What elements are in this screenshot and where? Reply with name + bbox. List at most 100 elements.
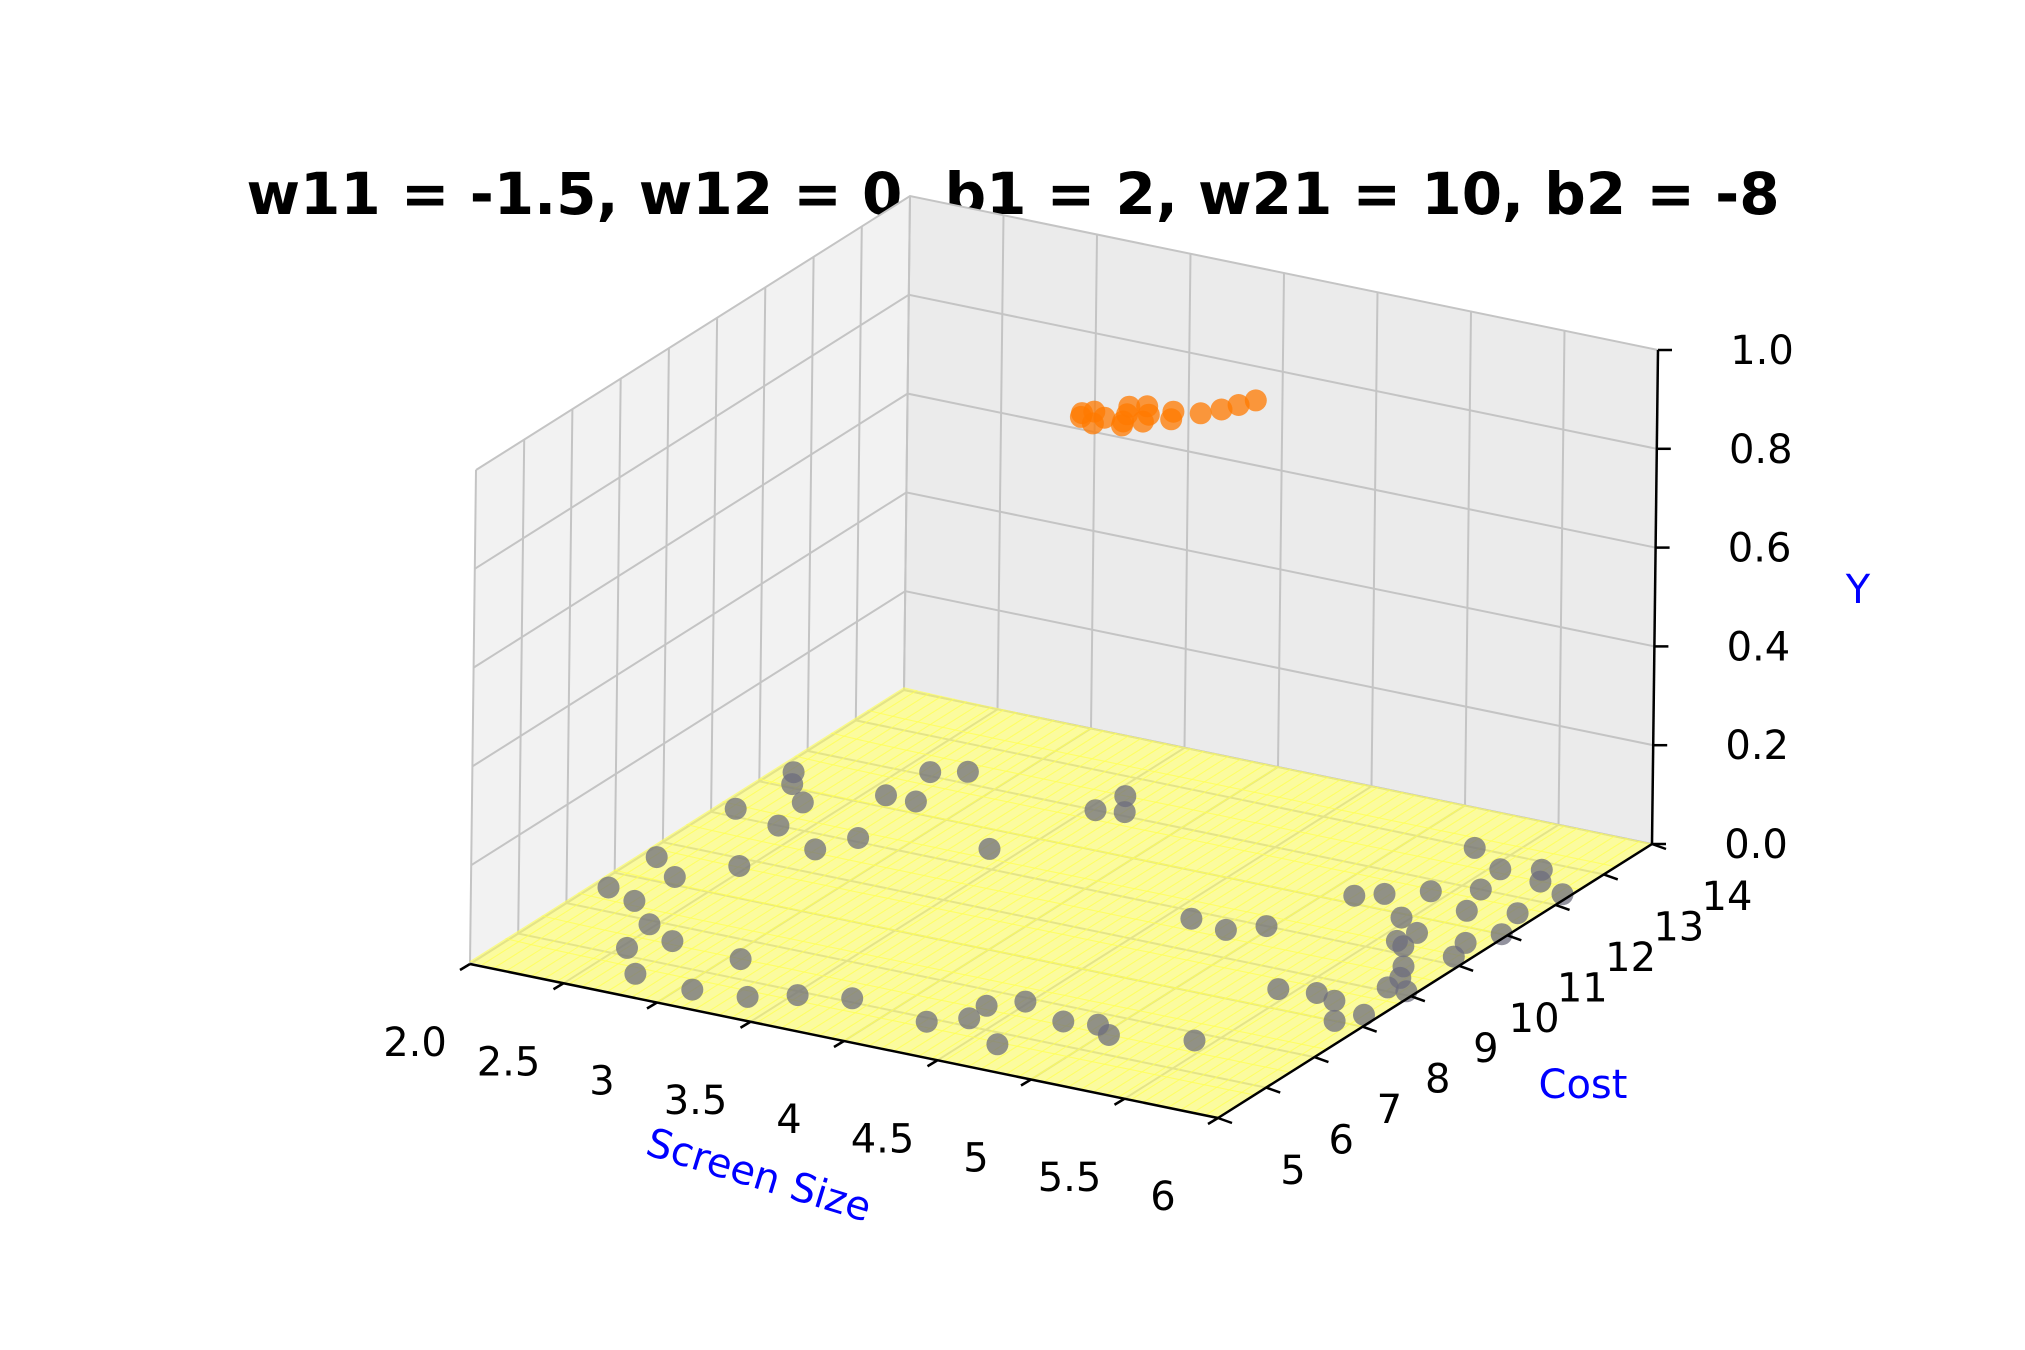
z-tick-label: 0.4 — [1727, 624, 1791, 670]
data-point-class-0 — [1214, 918, 1237, 941]
data-point-class-1 — [1210, 398, 1233, 421]
data-point-class-0 — [904, 790, 927, 813]
x-tick-mark — [739, 1020, 752, 1029]
data-point-class-0 — [1084, 799, 1107, 822]
data-point-class-0 — [1506, 902, 1529, 925]
data-point-class-0 — [791, 791, 814, 814]
data-point-class-0 — [1305, 982, 1328, 1004]
data-point-class-0 — [597, 876, 620, 899]
data-point-class-0 — [1255, 915, 1278, 938]
data-point-class-0 — [645, 846, 668, 869]
z-axis-line — [1650, 349, 1660, 845]
data-point-class-0 — [1551, 883, 1574, 906]
data-point-class-0 — [841, 987, 864, 1010]
x-tick-mark — [1207, 1116, 1219, 1126]
data-point-class-0 — [1180, 907, 1203, 930]
z-tick-label: 0.8 — [1729, 427, 1793, 473]
data-point-class-0 — [958, 1007, 981, 1030]
data-point-class-0 — [1014, 990, 1037, 1013]
y-tick-label: 14 — [1702, 874, 1753, 920]
y-tick-mark — [1506, 934, 1522, 942]
y-tick-label: 6 — [1328, 1118, 1353, 1164]
data-point-class-0 — [1406, 921, 1428, 944]
data-point-class-1 — [1162, 400, 1185, 423]
data-point-class-0 — [767, 814, 790, 837]
data-point-class-1 — [1189, 402, 1212, 425]
data-point-class-0 — [1373, 882, 1396, 905]
y-tick-mark — [1265, 1086, 1281, 1094]
x-tick-label: 3 — [589, 1059, 614, 1105]
data-point-class-0 — [986, 1033, 1009, 1056]
grid-line-z — [473, 392, 1656, 669]
x-tick-mark — [646, 1001, 658, 1010]
x-tick-mark — [552, 982, 565, 991]
data-point-class-0 — [1463, 836, 1486, 859]
data-point-class-0 — [681, 978, 704, 1001]
y-axis-line — [1217, 842, 1653, 1120]
data-point-class-0 — [736, 985, 759, 1008]
data-point-class-1 — [1227, 394, 1250, 416]
x-tick-label: 2.5 — [477, 1039, 541, 1085]
data-point-class-1 — [1071, 402, 1093, 425]
y-tick-label: 5 — [1280, 1148, 1305, 1194]
data-point-class-0 — [804, 838, 827, 861]
data-point-class-0 — [915, 1010, 938, 1033]
data-point-class-0 — [1392, 935, 1415, 958]
data-point-class-0 — [978, 837, 1001, 860]
x-tick-mark — [833, 1039, 845, 1049]
x-tick-label: 6 — [1150, 1174, 1175, 1220]
grid-line-z — [474, 293, 1658, 570]
data-point-class-0 — [847, 827, 870, 849]
data-point-class-0 — [975, 994, 998, 1017]
data-point-class-0 — [1530, 858, 1553, 881]
grid-line-z — [470, 590, 1654, 867]
data-point-class-0 — [956, 760, 979, 783]
grid-line-z — [475, 194, 1659, 471]
x-tick-mark — [459, 962, 471, 972]
data-point-class-0 — [728, 855, 751, 877]
data-point-class-0 — [875, 784, 897, 807]
x-tick-mark — [1113, 1097, 1126, 1106]
data-point-class-0 — [1323, 1009, 1346, 1032]
data-point-class-0 — [781, 773, 804, 796]
x-tick-label: 4.5 — [851, 1116, 915, 1162]
data-point-class-0 — [1455, 899, 1478, 922]
data-point-class-0 — [1490, 923, 1513, 946]
y-tick-label: 8 — [1425, 1057, 1450, 1103]
data-point-class-0 — [624, 962, 647, 985]
x-tick-label: 5.5 — [1038, 1155, 1102, 1201]
z-tick-label: 0.2 — [1725, 723, 1789, 769]
data-point-class-0 — [616, 936, 638, 959]
tick-labels: 2.0 2.5 3 3.5 4 4.5 5 5.5 65678910111213140.00.2… — [383, 328, 1794, 1220]
x-tick-label: 5 — [963, 1136, 988, 1182]
z-tick-label: 1.0 — [1730, 328, 1794, 374]
data-point-class-0 — [638, 913, 661, 936]
z-tick-label: 0.6 — [1728, 526, 1792, 572]
x-tick-label: 3.5 — [664, 1078, 728, 1124]
data-point-class-0 — [1267, 978, 1290, 1001]
data-point-class-0 — [729, 948, 752, 971]
data-point-class-0 — [623, 889, 646, 912]
z-tick-label: 0.0 — [1724, 822, 1788, 868]
data-point-class-0 — [1353, 1003, 1375, 1026]
data-point-class-0 — [661, 930, 684, 953]
y-tick-mark — [1362, 1025, 1378, 1033]
data-point-class-1 — [1111, 414, 1133, 437]
y-tick-label: 10 — [1509, 996, 1560, 1042]
data-point-class-0 — [1323, 989, 1346, 1012]
x-axis-label: Screen Size — [641, 1120, 877, 1232]
data-point-class-0 — [663, 866, 686, 888]
y-tick-mark — [1314, 1055, 1329, 1064]
y-tick-mark — [1410, 995, 1426, 1003]
data-point-class-0 — [1052, 1010, 1075, 1033]
y-tick-label: 9 — [1473, 1026, 1498, 1072]
data-point-class-0 — [1454, 931, 1477, 954]
y-tick-mark — [1603, 873, 1619, 881]
data-point-class-0 — [1114, 785, 1137, 808]
y-tick-mark — [1555, 903, 1570, 912]
x-tick-mark — [926, 1059, 939, 1068]
data-point-class-0 — [1343, 884, 1366, 907]
z-axis-label: Y — [1845, 567, 1871, 613]
data-point-class-0 — [1489, 858, 1512, 881]
